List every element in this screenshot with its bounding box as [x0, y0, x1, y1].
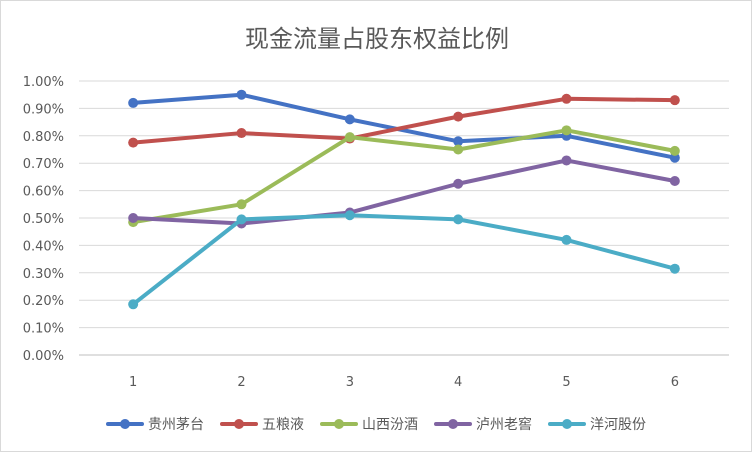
series-lines: [128, 89, 680, 310]
y-tick-label: 0.40%: [23, 239, 64, 254]
data-point: [453, 214, 464, 225]
data-point: [236, 214, 247, 225]
x-tick-label: 4: [454, 375, 462, 390]
legend-item: 洋河股份: [548, 417, 646, 433]
legend-item: 五粮液: [220, 417, 304, 433]
y-tick-label: 0.00%: [23, 349, 64, 364]
series-line: [131, 128, 677, 225]
data-point: [669, 152, 680, 163]
data-point: [561, 234, 572, 245]
chart-title: 现金流量占股东权益比例: [245, 25, 509, 53]
legend-swatch-marker: [334, 419, 344, 429]
data-point: [669, 176, 680, 187]
series-五粮液: [128, 93, 680, 148]
legend-label: 五粮液: [262, 417, 304, 433]
y-axis-ticks: 0.00% 0.10% 0.20% 0.30% 0.40% 0.50% 0.60% 0.70%…: [23, 75, 64, 364]
data-point: [669, 145, 680, 156]
legend-item: 泸州老窖: [434, 416, 532, 433]
data-point: [128, 299, 139, 310]
legend-label: 泸州老窖: [476, 416, 532, 433]
series-line: [131, 96, 677, 145]
data-point: [236, 89, 247, 100]
legend-label: 山西汾酒: [362, 417, 418, 433]
y-tick-label: 0.30%: [23, 267, 64, 282]
x-tick-label: 2: [237, 375, 245, 390]
data-point: [561, 155, 572, 166]
y-tick-label: 1.00%: [23, 75, 64, 90]
series-line: [131, 213, 677, 307]
x-tick-label: 3: [346, 375, 354, 390]
data-point: [561, 125, 572, 136]
data-point: [453, 136, 464, 147]
legend-swatch-marker: [562, 419, 572, 429]
data-point: [669, 263, 680, 274]
data-point: [128, 213, 139, 223]
data-point: [669, 95, 680, 106]
legend-swatch-marker: [448, 419, 458, 429]
series-line: [131, 158, 677, 226]
series-贵州茅台: [128, 89, 680, 163]
series-洋河股份: [128, 210, 680, 310]
data-point: [561, 93, 572, 104]
series-line: [131, 92, 677, 160]
legend-label: 贵州茅台: [148, 417, 204, 433]
data-point: [344, 132, 355, 143]
y-tick-label: 0.10%: [23, 322, 64, 337]
data-point: [453, 144, 464, 155]
data-point: [128, 137, 139, 148]
legend-swatch-marker: [120, 419, 130, 429]
y-tick-label: 0.80%: [23, 130, 64, 145]
data-point: [453, 111, 464, 122]
legend: 贵州茅台 五粮液 山西汾酒 泸州老窖 洋河股份: [106, 416, 646, 433]
x-tick-label: 1: [129, 375, 137, 390]
legend-label: 洋河股份: [590, 417, 646, 433]
x-tick-label: 5: [562, 375, 570, 390]
data-point: [344, 114, 355, 125]
data-point: [236, 128, 247, 139]
data-point: [344, 210, 355, 221]
legend-item: 山西汾酒: [320, 417, 418, 433]
data-point: [128, 97, 139, 108]
y-tick-label: 0.50%: [23, 212, 64, 227]
legend-swatch-marker: [234, 419, 244, 429]
x-tick-label: 6: [671, 375, 679, 390]
y-tick-label: 0.90%: [23, 102, 64, 117]
y-tick-label: 0.20%: [23, 294, 64, 309]
data-point: [236, 199, 247, 210]
data-point: [453, 178, 464, 189]
x-axis-ticks: 1 2 3 4 5 6: [129, 375, 679, 390]
y-tick-label: 0.60%: [23, 185, 64, 200]
y-tick-label: 0.70%: [23, 157, 64, 172]
legend-item: 贵州茅台: [106, 417, 204, 433]
